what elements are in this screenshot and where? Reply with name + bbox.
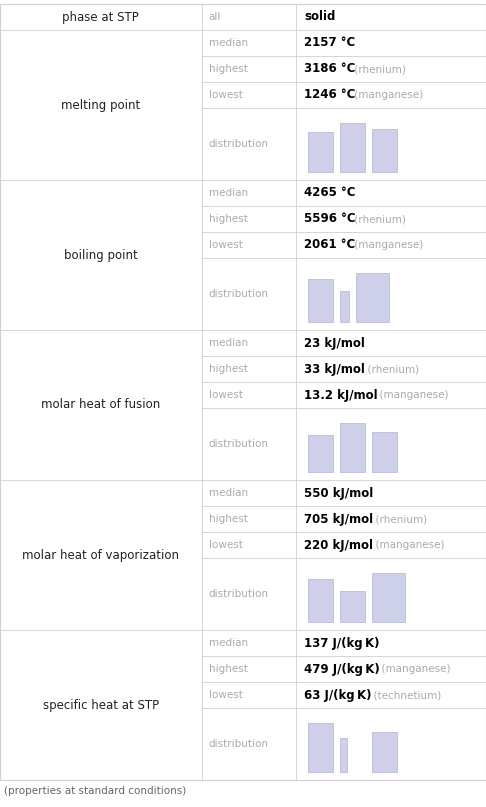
Bar bbox=[356, 273, 389, 322]
Text: specific heat at STP: specific heat at STP bbox=[43, 699, 159, 712]
Bar bbox=[308, 723, 332, 772]
Text: (manganese): (manganese) bbox=[369, 540, 444, 550]
Text: distribution: distribution bbox=[208, 289, 269, 299]
Text: median: median bbox=[208, 38, 248, 48]
Bar bbox=[340, 291, 348, 322]
Text: 33 kJ/mol: 33 kJ/mol bbox=[304, 362, 365, 375]
Text: 5596 °C: 5596 °C bbox=[304, 212, 356, 225]
Text: (rhenium): (rhenium) bbox=[351, 64, 406, 74]
Text: highest: highest bbox=[208, 64, 247, 74]
Text: 2061 °C: 2061 °C bbox=[304, 239, 356, 252]
Bar bbox=[308, 435, 332, 472]
Text: highest: highest bbox=[208, 514, 247, 524]
Text: melting point: melting point bbox=[61, 98, 140, 111]
Text: median: median bbox=[208, 188, 248, 198]
Bar bbox=[308, 579, 332, 622]
Text: distribution: distribution bbox=[208, 139, 269, 149]
Text: (rhenium): (rhenium) bbox=[369, 514, 427, 524]
Text: (manganese): (manganese) bbox=[351, 240, 423, 250]
Text: lowest: lowest bbox=[208, 690, 243, 700]
Bar bbox=[372, 432, 397, 472]
Text: 479 J/(kg K): 479 J/(kg K) bbox=[304, 663, 380, 675]
Bar bbox=[372, 732, 397, 772]
Text: lowest: lowest bbox=[208, 240, 243, 250]
Text: highest: highest bbox=[208, 214, 247, 224]
Text: 13.2 kJ/mol: 13.2 kJ/mol bbox=[304, 388, 378, 402]
Bar bbox=[308, 132, 332, 172]
Text: all: all bbox=[208, 12, 221, 22]
Bar bbox=[340, 738, 347, 772]
Text: (properties at standard conditions): (properties at standard conditions) bbox=[4, 786, 186, 796]
Text: 220 kJ/mol: 220 kJ/mol bbox=[304, 538, 373, 551]
Text: distribution: distribution bbox=[208, 439, 269, 449]
Text: 3186 °C: 3186 °C bbox=[304, 62, 356, 76]
Bar bbox=[308, 279, 332, 322]
Text: phase at STP: phase at STP bbox=[63, 10, 139, 23]
Bar bbox=[340, 592, 364, 622]
Text: distribution: distribution bbox=[208, 589, 269, 599]
Text: 1246 °C: 1246 °C bbox=[304, 89, 356, 102]
Text: 550 kJ/mol: 550 kJ/mol bbox=[304, 487, 374, 500]
Text: median: median bbox=[208, 338, 248, 348]
Bar bbox=[372, 573, 405, 622]
Text: 705 kJ/mol: 705 kJ/mol bbox=[304, 512, 374, 525]
Text: highest: highest bbox=[208, 664, 247, 674]
Text: (manganese): (manganese) bbox=[373, 390, 449, 400]
Text: (manganese): (manganese) bbox=[376, 664, 451, 674]
Text: 4265 °C: 4265 °C bbox=[304, 186, 356, 199]
Text: lowest: lowest bbox=[208, 90, 243, 100]
Text: molar heat of vaporization: molar heat of vaporization bbox=[22, 549, 179, 562]
Text: 137 J/(kg K): 137 J/(kg K) bbox=[304, 637, 380, 650]
Text: median: median bbox=[208, 488, 248, 498]
Text: (rhenium): (rhenium) bbox=[351, 214, 406, 224]
Text: lowest: lowest bbox=[208, 540, 243, 550]
Bar bbox=[340, 123, 364, 172]
Text: (technetium): (technetium) bbox=[367, 690, 441, 700]
Bar bbox=[372, 129, 397, 172]
Text: median: median bbox=[208, 638, 248, 648]
Text: distribution: distribution bbox=[208, 739, 269, 749]
Text: 63 J/(kg K): 63 J/(kg K) bbox=[304, 688, 372, 701]
Text: 2157 °C: 2157 °C bbox=[304, 36, 356, 49]
Text: lowest: lowest bbox=[208, 390, 243, 400]
Text: boiling point: boiling point bbox=[64, 249, 138, 261]
Bar bbox=[340, 423, 364, 472]
Text: 23 kJ/mol: 23 kJ/mol bbox=[304, 337, 365, 349]
Text: molar heat of fusion: molar heat of fusion bbox=[41, 399, 160, 412]
Text: (rhenium): (rhenium) bbox=[361, 364, 419, 374]
Text: (manganese): (manganese) bbox=[351, 90, 423, 100]
Text: solid: solid bbox=[304, 10, 336, 23]
Text: highest: highest bbox=[208, 364, 247, 374]
